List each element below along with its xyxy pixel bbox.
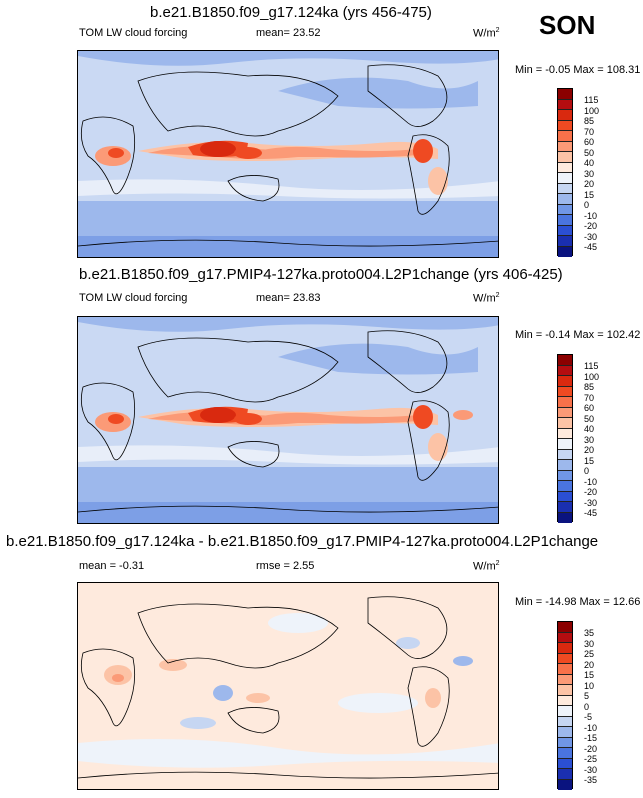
colorbar-tick: 40 [584, 158, 595, 168]
colorbar-tick: 30 [584, 434, 595, 445]
colorbar-tick: 15 [584, 670, 595, 680]
colorbar-tick: 115 [584, 95, 599, 105]
colorbar-tick: 10 [584, 680, 595, 691]
colorbar-tick: 0 [584, 466, 590, 476]
colorbar-tick: -20 [584, 487, 598, 497]
colorbar-tick: -20 [584, 221, 598, 231]
colorbar-tick: 85 [584, 382, 595, 392]
colorbar-tick: 20 [584, 659, 595, 670]
colorbar-tick: 15 [584, 455, 595, 466]
panel-2-units: W/m2 [473, 292, 500, 305]
colorbar-tick: -10 [584, 210, 598, 221]
colorbar-tick: 30 [584, 638, 595, 649]
colorbar-tick: 0 [584, 200, 590, 210]
panel-1-map [77, 50, 499, 258]
colorbar-tick: -45 [584, 242, 598, 252]
colorbar-tick: -15 [584, 733, 598, 743]
panel-3-rmse: rmse = 2.55 [256, 560, 315, 572]
colorbar-tick: 25 [584, 649, 595, 659]
colorbar-tick: 20 [584, 179, 595, 189]
colorbar-tick: -45 [584, 508, 598, 518]
panel-1-title: b.e21.B1850.f09_g17.124ka (yrs 456-475) [150, 4, 432, 21]
colorbar-tick: -5 [584, 712, 593, 722]
colorbar-tick: -10 [584, 476, 598, 487]
panel-3-units: W/m2 [473, 560, 500, 573]
panel-3-minmax: Min = -14.98 Max = 12.66 [515, 596, 641, 608]
season-label: SON [539, 10, 596, 40]
colorbar-tick: 20 [584, 445, 595, 455]
colorbar-tick: 5 [584, 691, 590, 701]
colorbar-tick: 70 [584, 126, 595, 137]
panel-2-minmax: Min = -0.14 Max = 102.42 [515, 329, 641, 341]
colorbar-tick: 85 [584, 116, 595, 126]
panel-2-map [77, 316, 499, 524]
panel-1-colorbar [557, 88, 573, 257]
colorbar-tick: 115 [584, 361, 599, 371]
colorbar-tick: 50 [584, 413, 595, 424]
colorbar-tick: 60 [584, 403, 595, 413]
colorbar-tick: -30 [584, 764, 598, 775]
colorbar-tick: 15 [584, 189, 595, 200]
panel-2-title: b.e21.B1850.f09_g17.PMIP4-127ka.proto004… [79, 266, 563, 283]
panel-2-variable: TOM LW cloud forcing [79, 292, 188, 304]
colorbar-tick: 40 [584, 424, 595, 434]
panel-2-mean: mean= 23.83 [256, 292, 321, 304]
colorbar-tick: -30 [584, 231, 598, 242]
colorbar-tick: -20 [584, 743, 598, 754]
panel-3-mean: mean = -0.31 [79, 560, 145, 572]
panel-1-minmax: Min = -0.05 Max = 108.31 [515, 64, 641, 76]
colorbar-tick: -30 [584, 497, 598, 508]
panel-1-units: W/m2 [473, 27, 500, 40]
colorbar-tick: -35 [584, 775, 598, 785]
colorbar-tick: 70 [584, 392, 595, 403]
colorbar-tick: 30 [584, 168, 595, 179]
colorbar-tick: 60 [584, 137, 595, 147]
panel-3-map [77, 582, 499, 790]
panel-1-mean: mean= 23.52 [256, 27, 321, 39]
panel-1-variable: TOM LW cloud forcing [79, 27, 188, 39]
colorbar-tick: 0 [584, 701, 590, 712]
colorbar-tick: 100 [584, 371, 600, 382]
panel-3-colorbar [557, 621, 573, 790]
colorbar-tick: 50 [584, 147, 595, 158]
colorbar-tick: 100 [584, 105, 600, 116]
colorbar-tick: 35 [584, 628, 595, 638]
colorbar-tick: -10 [584, 722, 598, 733]
colorbar-tick: -25 [584, 754, 598, 764]
panel-2-colorbar [557, 354, 573, 523]
panel-3-title: b.e21.B1850.f09_g17.124ka - b.e21.B1850.… [6, 533, 599, 550]
